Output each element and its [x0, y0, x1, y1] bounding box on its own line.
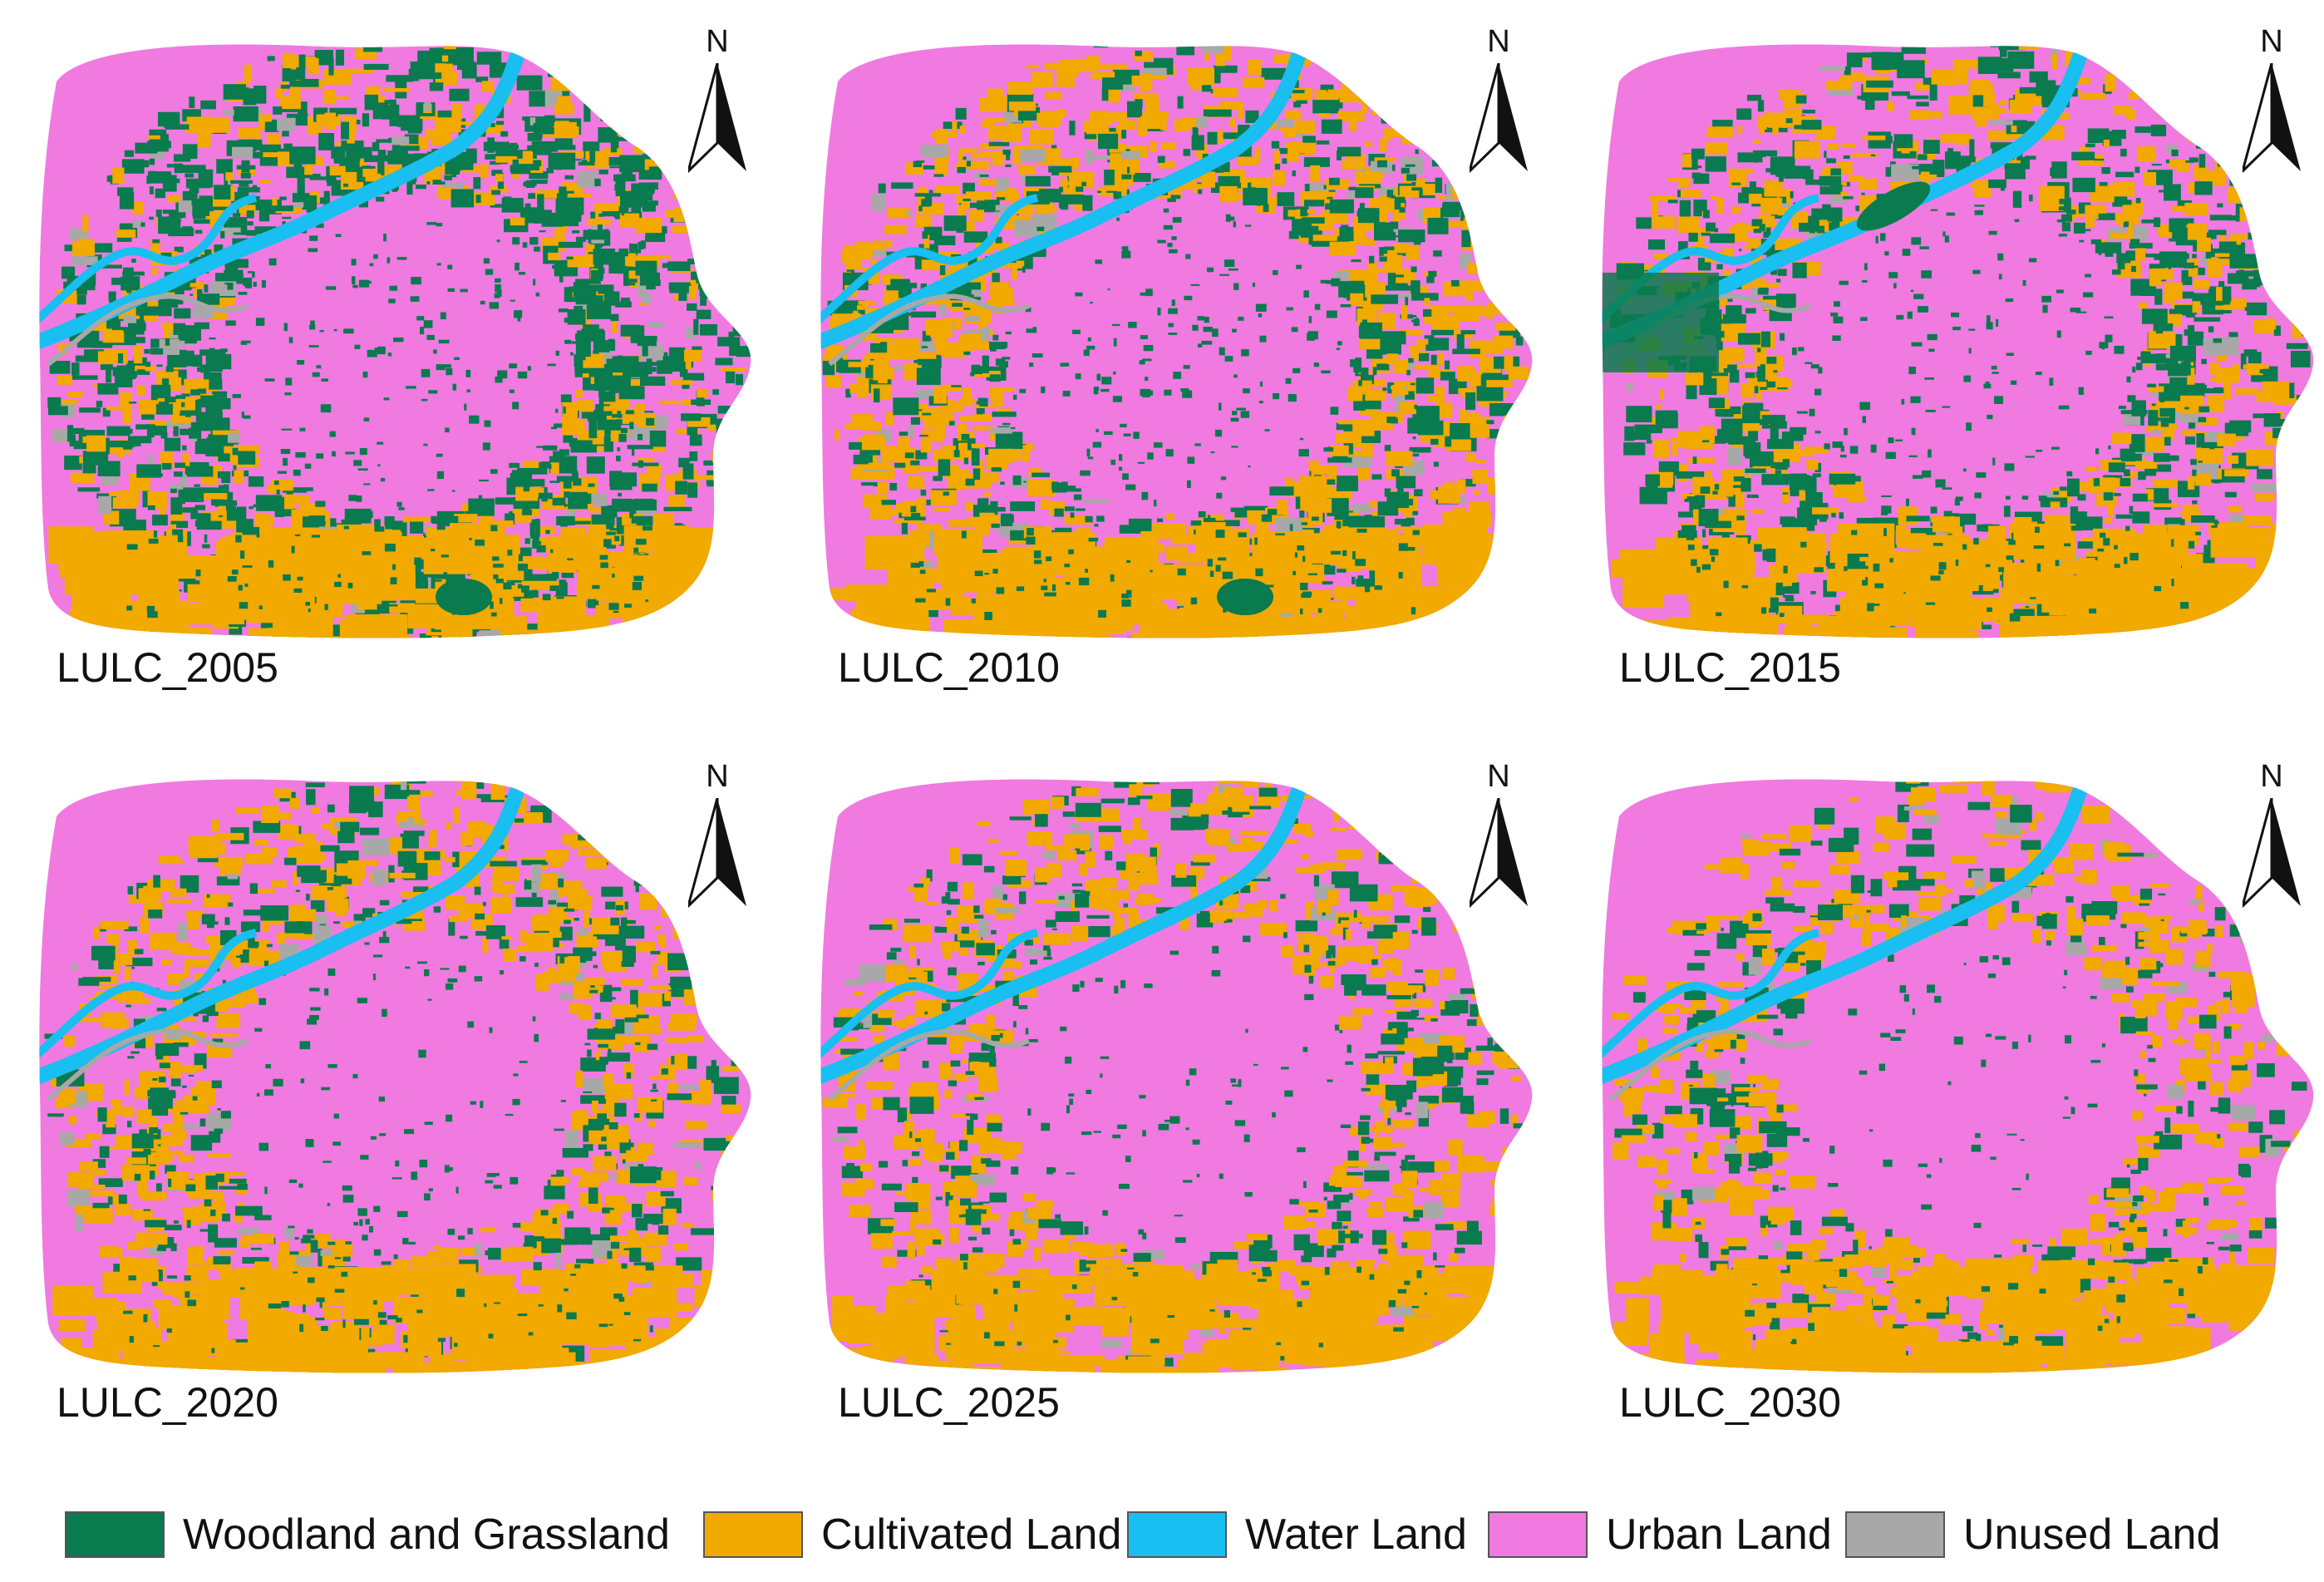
- north-letter: N: [1487, 24, 1510, 59]
- map-panel-2010: LULC_2010 N: [805, 23, 1553, 705]
- panel-label: LULC_2020: [57, 1379, 278, 1426]
- north-arrow-icon: N: [1453, 23, 1544, 173]
- lulc-map: [820, 779, 1533, 1373]
- panel-label: LULC_2030: [1619, 1379, 1841, 1426]
- lulc-map: [39, 779, 751, 1373]
- legend-label: Woodland and Grassland: [183, 1511, 670, 1559]
- map-panel-2015: LULC_2015 N: [1586, 23, 2324, 705]
- north-letter: N: [706, 759, 729, 794]
- panel-label: LULC_2005: [57, 644, 278, 691]
- legend-swatch: [1845, 1511, 1945, 1558]
- map-panel-2020: LULC_2020 N: [23, 758, 771, 1440]
- legend-label: Urban Land: [1606, 1511, 1832, 1559]
- panel-label: LULC_2025: [838, 1379, 1060, 1426]
- panel-label: LULC_2010: [838, 644, 1060, 691]
- lulc-map: [39, 44, 751, 638]
- legend-label: Unused Land: [1963, 1511, 2221, 1559]
- north-letter: N: [706, 24, 729, 59]
- north-letter: N: [2260, 24, 2283, 59]
- legend-label: Water Land: [1245, 1511, 1467, 1559]
- legend-label: Cultivated Land: [821, 1511, 1122, 1559]
- lulc-map: [820, 44, 1533, 638]
- map-panel-2025: LULC_2025 N: [805, 758, 1553, 1440]
- map-panel-2030: LULC_2030 N: [1586, 758, 2324, 1440]
- panel-label: LULC_2015: [1619, 644, 1841, 691]
- north-arrow-icon: N: [672, 758, 763, 908]
- north-arrow-icon: N: [1453, 758, 1544, 908]
- north-arrow-icon: N: [672, 23, 763, 173]
- north-arrow-icon: N: [2226, 758, 2317, 908]
- legend-swatch: [703, 1511, 803, 1558]
- north-letter: N: [1487, 759, 1510, 794]
- legend: Woodland and Grassland Cultivated Land W…: [65, 1503, 2292, 1570]
- legend-swatch: [65, 1511, 165, 1558]
- map-panel-2005: LULC_2005 N: [23, 23, 771, 705]
- lulc-map: [1602, 44, 2314, 638]
- legend-swatch: [1127, 1511, 1227, 1558]
- legend-swatch: [1488, 1511, 1588, 1558]
- north-arrow-icon: N: [2226, 23, 2317, 173]
- lulc-map: [1602, 779, 2314, 1373]
- north-letter: N: [2260, 759, 2283, 794]
